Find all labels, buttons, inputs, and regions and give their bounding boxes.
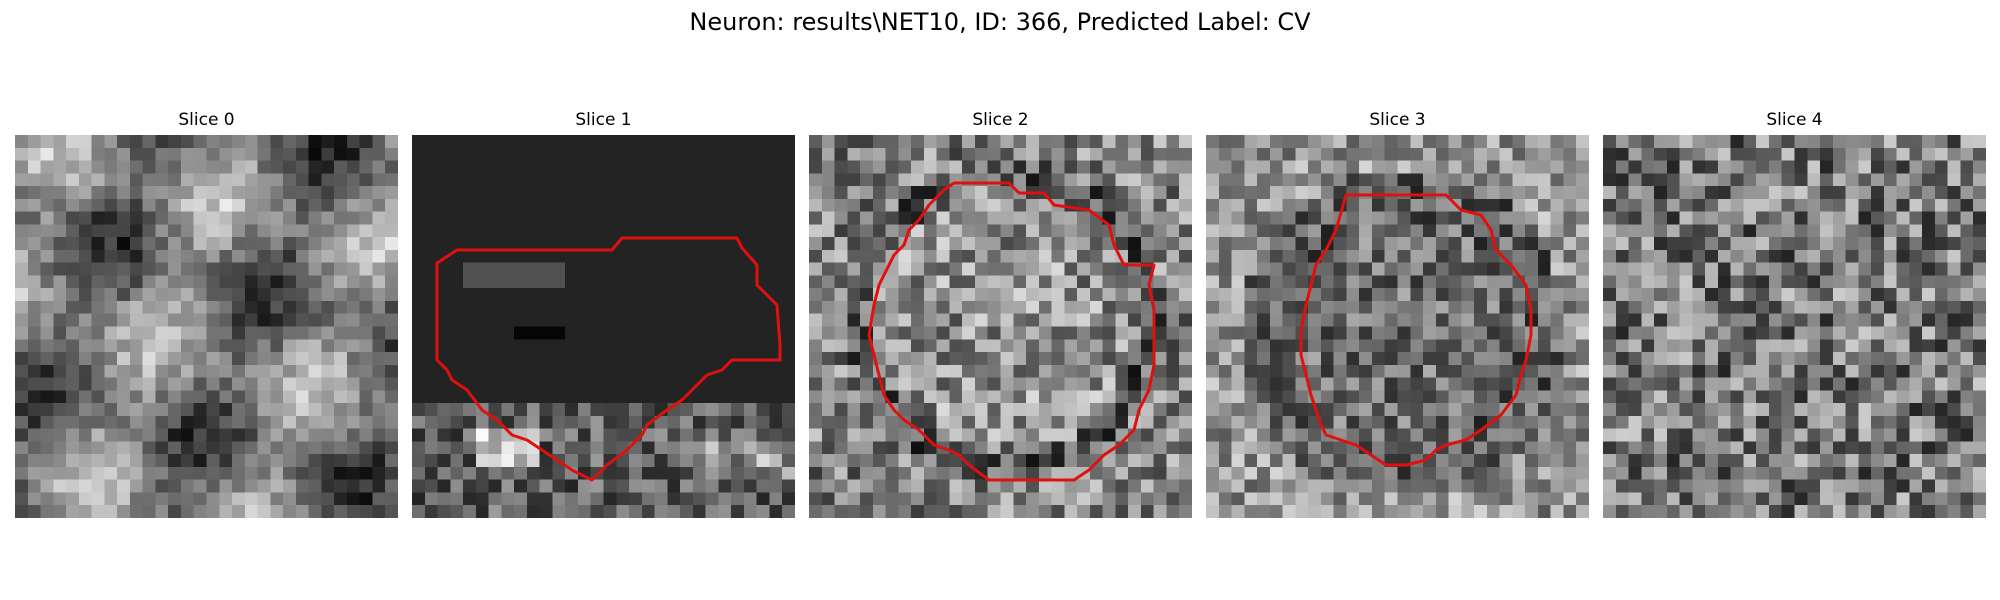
slice-panel-0: Slice 0 xyxy=(15,108,398,518)
slice-panel-4: Slice 4 xyxy=(1603,108,1986,518)
slice-panel-2: Slice 2 xyxy=(809,108,1192,518)
slice-image-0 xyxy=(15,135,398,518)
figure-title: Neuron: results\NET10, ID: 366, Predicte… xyxy=(689,8,1311,36)
slice-title-2: Slice 2 xyxy=(972,110,1029,130)
slice-panel-3: Slice 3 xyxy=(1206,108,1589,518)
slice-image-2 xyxy=(809,135,1192,518)
slice-title-3: Slice 3 xyxy=(1369,110,1426,130)
slice-title-0: Slice 0 xyxy=(178,110,235,130)
slice-title-4: Slice 4 xyxy=(1766,110,1823,130)
slice-panel-1: Slice 1 xyxy=(412,108,795,518)
slice-image-3 xyxy=(1206,135,1589,518)
slice-title-1: Slice 1 xyxy=(575,110,632,130)
slice-image-4 xyxy=(1603,135,1986,518)
slice-image-1 xyxy=(412,135,795,518)
